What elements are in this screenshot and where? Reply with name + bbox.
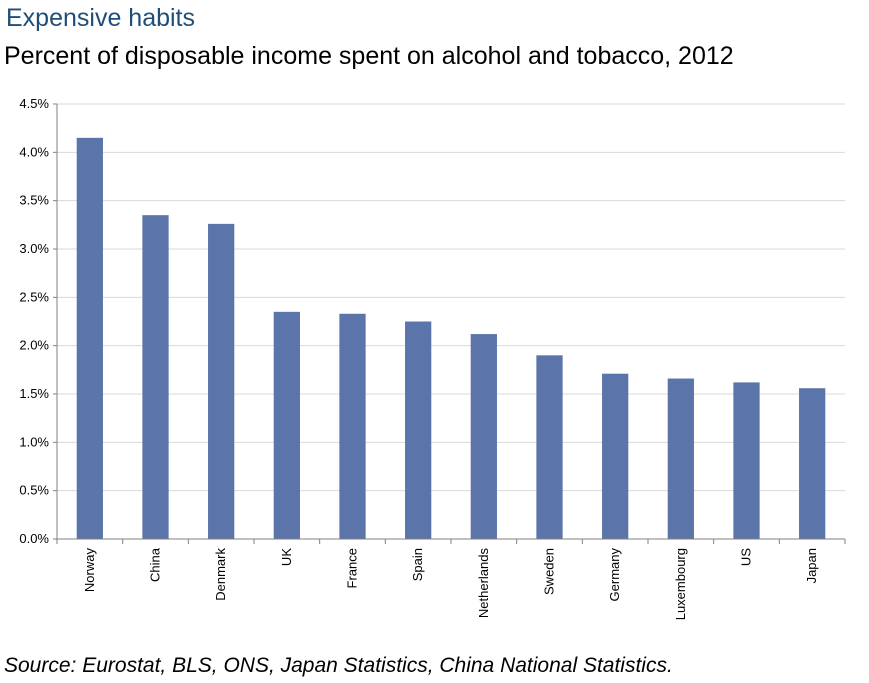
bar-france <box>339 313 366 539</box>
y-tick-label: 3.0% <box>19 241 49 256</box>
chart-title: Expensive habits <box>6 4 196 32</box>
bars <box>76 137 826 540</box>
y-tick-label: 2.5% <box>19 289 49 304</box>
source-note: Source: Eurostat, BLS, ONS, Japan Statis… <box>4 654 673 677</box>
bar-uk <box>273 311 300 539</box>
bar-us <box>733 382 760 539</box>
bar-denmark <box>208 223 235 539</box>
x-tick-label: China <box>148 547 163 582</box>
x-tick-label: Luxembourg <box>673 548 688 620</box>
x-tick-label: France <box>345 548 360 588</box>
y-tick-label: 4.0% <box>19 144 49 159</box>
y-tick-label: 1.0% <box>19 434 49 449</box>
bar-luxembourg <box>667 378 694 539</box>
x-tick-label: UK <box>279 548 294 566</box>
x-tick-label: Netherlands <box>476 548 491 619</box>
axes <box>53 103 846 544</box>
y-tick-label: 2.0% <box>19 338 49 353</box>
bar-germany <box>602 373 629 539</box>
gridlines <box>57 103 845 492</box>
bar-sweden <box>536 355 563 539</box>
x-tick-label: Sweden <box>542 548 557 595</box>
bar-chart: 0.0% 0.5% 1.0% 1.5% 2.0% 2.5% 3.0% 3.5% 4.0% 4.5%… <box>19 96 846 620</box>
x-tick-label: US <box>739 548 754 566</box>
x-tick-label: Denmark <box>213 548 228 601</box>
x-tick-label: Spain <box>410 548 425 581</box>
y-tick-label: 0.5% <box>19 483 49 498</box>
y-tick-label: 1.5% <box>19 386 49 401</box>
bar-china <box>142 215 169 539</box>
x-tick-labels: Norway China Denmark UK France Spain Netherlan… <box>82 547 819 620</box>
x-tick-label: Japan <box>804 548 819 583</box>
bar-netherlands <box>470 334 497 539</box>
y-tick-label: 3.5% <box>19 193 49 208</box>
chart-subtitle: Percent of disposable income spent on al… <box>4 42 734 70</box>
bar-japan <box>799 388 826 539</box>
bar-spain <box>405 321 432 539</box>
y-tick-label: 4.5% <box>19 96 49 111</box>
x-tick-label: Norway <box>82 548 97 593</box>
x-tick-label: Germany <box>607 548 622 602</box>
y-tick-label: 0.0% <box>19 531 49 546</box>
bar-norway <box>76 137 103 540</box>
y-tick-labels: 0.0% 0.5% 1.0% 1.5% 2.0% 2.5% 3.0% 3.5% 4.0% 4.5% <box>19 96 49 546</box>
